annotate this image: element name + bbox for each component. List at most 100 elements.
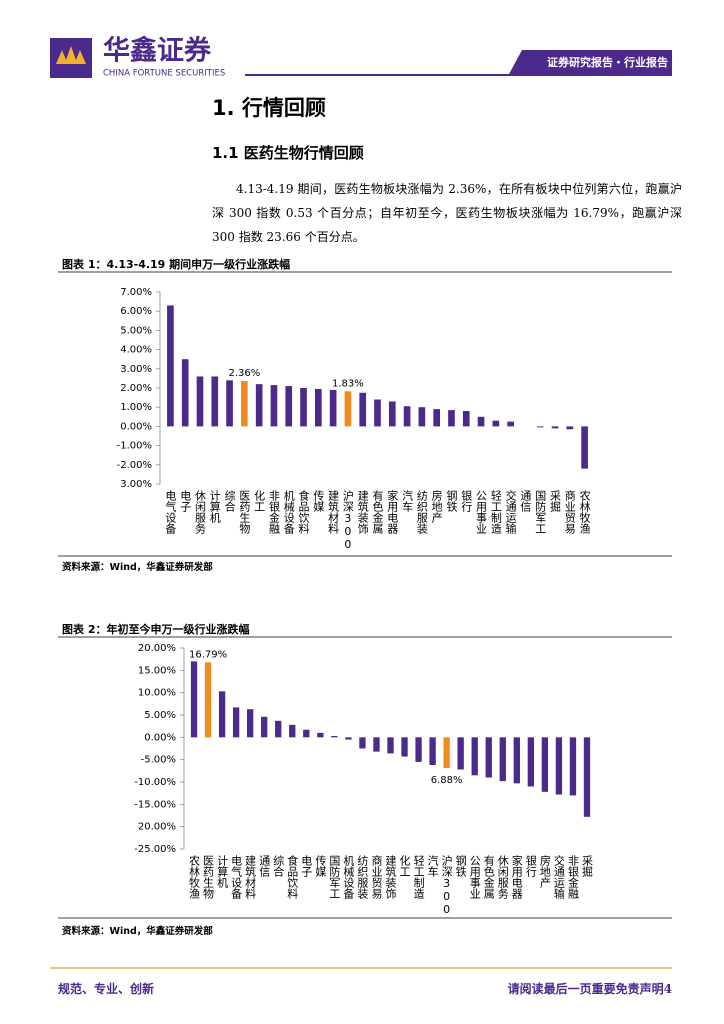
data-label: 2.36% bbox=[228, 368, 260, 379]
y-tick-label: 20.00% bbox=[138, 643, 176, 654]
bar bbox=[471, 737, 478, 776]
bar bbox=[204, 662, 212, 738]
x-tick-label: 有色金属 bbox=[482, 854, 495, 900]
y-tick-label: 2.00% bbox=[120, 383, 152, 394]
bar bbox=[477, 416, 485, 427]
x-tick-label: 沪深300 bbox=[440, 854, 453, 916]
y-tick-label: 20.00% bbox=[138, 822, 176, 833]
bar bbox=[569, 737, 577, 796]
bar bbox=[359, 392, 367, 427]
figure-caption: 图表 1：4.13-4.19 期间申万一级行业涨跌幅 bbox=[62, 258, 291, 271]
y-tick-label: 6.00% bbox=[120, 306, 152, 317]
x-tick-label: 银行 bbox=[460, 489, 473, 513]
y-tick-label: 5.00% bbox=[120, 325, 152, 336]
x-tick-label: 家用电器 bbox=[510, 854, 523, 900]
x-tick-label: 轻工制造 bbox=[489, 489, 502, 534]
y-tick-label: -1.00% bbox=[117, 441, 152, 452]
data-label: 6.88% bbox=[431, 775, 463, 786]
x-tick-label: 钢铁 bbox=[445, 490, 458, 512]
x-tick-label: 机械设备 bbox=[342, 854, 355, 900]
x-tick-label: 化工 bbox=[398, 854, 411, 877]
bar bbox=[196, 376, 204, 427]
data-label: 16.79% bbox=[189, 649, 227, 660]
bar bbox=[433, 409, 441, 427]
x-tick-label: 汽车 bbox=[401, 489, 414, 513]
bar bbox=[513, 737, 520, 784]
bar bbox=[388, 401, 396, 427]
x-tick-label: 休闲服务 bbox=[496, 855, 509, 899]
x-tick-label: 商业贸易 bbox=[563, 489, 576, 535]
paragraph: 4.13-4.19 期间，医药生物板块涨幅为 2.36%，在所有板块中位列第六位… bbox=[212, 182, 682, 244]
bar bbox=[373, 737, 380, 752]
bar bbox=[329, 389, 337, 427]
y-tick-label: 5.00% bbox=[144, 710, 176, 721]
bar bbox=[429, 737, 436, 766]
x-tick-label: 钢铁 bbox=[454, 855, 467, 877]
bar bbox=[181, 359, 189, 427]
data-label: 1.83% bbox=[332, 378, 364, 389]
x-tick-label: 建筑装饰 bbox=[384, 854, 397, 899]
x-tick-label: 建筑材料 bbox=[327, 489, 340, 535]
x-tick-label: 国防军工 bbox=[328, 855, 341, 899]
x-tick-label: 计算机 bbox=[216, 855, 229, 888]
x-tick-label: 家用电器 bbox=[386, 489, 399, 535]
y-tick-label: -2.00% bbox=[117, 460, 152, 471]
bar bbox=[485, 737, 492, 778]
x-tick-label: 交通运输 bbox=[552, 854, 565, 900]
header-tab bbox=[508, 50, 672, 76]
x-tick-label: 农林牧渔 bbox=[578, 489, 591, 535]
x-tick-label: 汽车 bbox=[426, 854, 439, 878]
bar bbox=[344, 391, 352, 427]
x-tick-label: 农林牧渔 bbox=[188, 854, 201, 900]
bar bbox=[583, 737, 591, 817]
x-tick-label: 电子 bbox=[300, 855, 313, 877]
report-type: 证券研究报告・行业报告 bbox=[547, 55, 668, 69]
footer-right: 请阅读最后一页重要免责声明4 bbox=[507, 982, 672, 996]
y-tick-label: -5.00% bbox=[141, 755, 176, 766]
bar bbox=[232, 707, 240, 738]
y-tick-label: 1.00% bbox=[120, 402, 152, 413]
bar bbox=[555, 737, 563, 795]
bar bbox=[261, 716, 268, 738]
x-tick-label: 房地产 bbox=[430, 490, 443, 524]
x-tick-label: 采掘 bbox=[580, 855, 593, 878]
x-tick-label: 医药生物 bbox=[238, 490, 251, 534]
y-tick-label: 15.00% bbox=[138, 665, 176, 676]
y-tick-label: 0.00% bbox=[120, 421, 152, 432]
bar bbox=[300, 388, 307, 427]
x-tick-label: 医药生物 bbox=[202, 855, 215, 899]
x-tick-label: 纺织服装 bbox=[356, 854, 369, 900]
x-tick-label: 传媒 bbox=[314, 855, 327, 878]
bar bbox=[314, 388, 322, 427]
y-tick-label: -15.00% bbox=[134, 799, 176, 810]
section-title: 1. 行情回顾 bbox=[212, 96, 326, 120]
bar bbox=[218, 691, 226, 738]
y-tick-label: 3.00% bbox=[120, 479, 152, 490]
x-tick-label: 通信 bbox=[519, 490, 532, 513]
x-tick-label: 有色金属 bbox=[371, 489, 384, 535]
bar bbox=[541, 737, 549, 792]
x-tick-label: 通信 bbox=[258, 855, 271, 878]
bar bbox=[401, 737, 408, 757]
x-tick-label: 交通运输 bbox=[504, 489, 517, 535]
x-tick-label: 电子 bbox=[179, 490, 192, 512]
x-tick-label: 化工 bbox=[253, 489, 266, 512]
logo-name: 华鑫证券 bbox=[103, 35, 212, 67]
y-tick-label: 10.00% bbox=[138, 688, 176, 699]
figure-source: 资料来源：Wind，华鑫证券研发部 bbox=[62, 562, 213, 573]
bar bbox=[527, 737, 535, 787]
bar bbox=[246, 709, 254, 738]
x-tick-label: 公用事业 bbox=[475, 490, 488, 534]
x-tick-label: 传媒 bbox=[312, 490, 325, 513]
y-tick-label: 3.00% bbox=[120, 364, 152, 375]
figure-source: 资料来源：Wind，华鑫证券研发部 bbox=[62, 926, 213, 937]
bar bbox=[536, 426, 544, 428]
bar bbox=[303, 729, 310, 738]
bar bbox=[387, 737, 394, 754]
x-tick-label: 建筑装饰 bbox=[356, 489, 369, 534]
bar bbox=[345, 737, 352, 740]
bar bbox=[448, 410, 455, 427]
x-tick-label: 非银金融 bbox=[566, 855, 579, 900]
